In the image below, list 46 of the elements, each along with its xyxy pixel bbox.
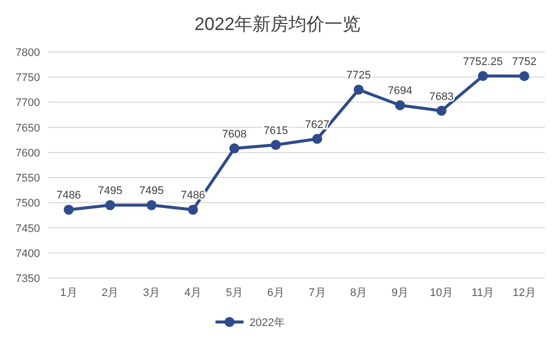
data-label: 7615 <box>264 124 288 137</box>
x-tick-label: 4月 <box>184 287 202 299</box>
y-tick-label: 7450 <box>16 222 40 235</box>
data-label: 7683 <box>429 90 454 103</box>
data-label: 7694 <box>388 85 412 98</box>
y-tick-label: 7350 <box>16 273 40 285</box>
x-tick-label: 9月 <box>391 287 409 299</box>
point <box>146 200 157 210</box>
point <box>519 71 530 82</box>
data-label: 7752.25 <box>462 56 503 68</box>
data-label: 7608 <box>222 128 247 140</box>
y-tick-label: 7750 <box>16 72 40 84</box>
point <box>312 134 322 144</box>
point <box>105 200 116 210</box>
x-tick-label: 12月 <box>512 287 536 299</box>
data-label: 7752 <box>512 56 537 68</box>
point <box>270 140 281 150</box>
x-tick-label: 1月 <box>60 287 78 299</box>
y-tick-label: 7600 <box>16 147 40 160</box>
point <box>395 100 406 110</box>
x-tick-label: 10月 <box>430 287 454 299</box>
point <box>354 84 364 95</box>
point <box>64 204 74 215</box>
data-label: 7495 <box>98 185 122 198</box>
x-tick-label: 2月 <box>102 287 119 299</box>
legend-label: 2022年 <box>250 317 285 329</box>
point <box>478 70 488 81</box>
data-label: 7725 <box>346 70 371 82</box>
x-tick-label: 3月 <box>142 287 160 299</box>
y-tick-label: 7650 <box>16 122 40 134</box>
y-tick-label: 7400 <box>16 248 40 260</box>
x-tick-label: 11月 <box>472 287 494 299</box>
y-tick-label: 7700 <box>16 97 40 110</box>
data-label: 7495 <box>139 185 164 198</box>
point <box>188 204 198 215</box>
x-tick-label: 6月 <box>267 287 284 299</box>
x-tick-label: 7月 <box>308 287 326 299</box>
point <box>436 106 446 116</box>
data-label: 7486 <box>56 190 81 202</box>
x-tick-label: 8月 <box>350 287 368 299</box>
y-tick-label: 7500 <box>16 198 40 210</box>
chart-title: 2022年新房均价一览 <box>194 14 361 34</box>
y-tick-label: 7550 <box>16 172 40 185</box>
x-tick-label: 5月 <box>226 287 243 299</box>
point <box>229 143 240 154</box>
y-tick-label: 7800 <box>16 47 40 59</box>
